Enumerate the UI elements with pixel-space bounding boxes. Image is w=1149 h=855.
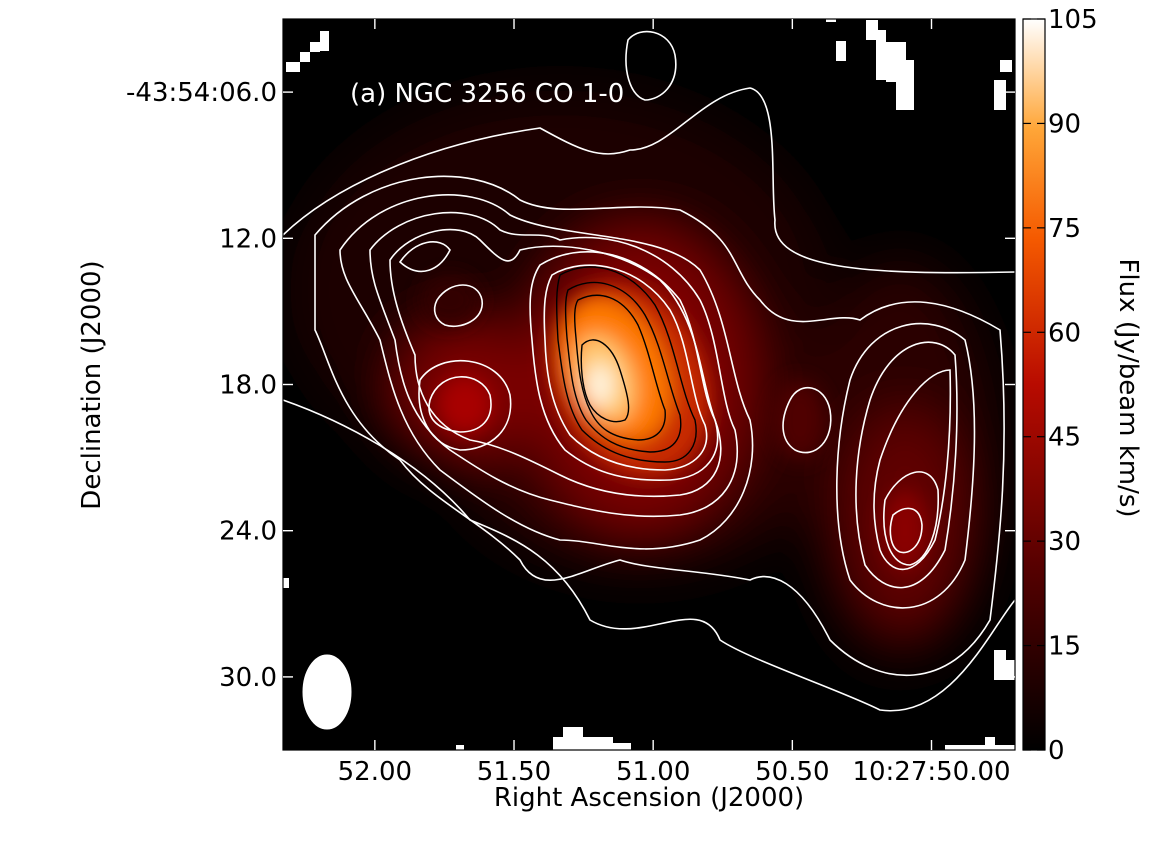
x-tick-label-1: 51.50 [477, 757, 551, 787]
y-tick-label-4: 30.0 [219, 663, 277, 693]
x-axis-ticks: 52.00 51.50 51.00 50.50 10:27:50.00 [338, 19, 1011, 787]
y-tick-label-1: 12.0 [219, 224, 277, 254]
colorbar: 0 15 30 45 60 75 90 105 Flux (Jy/beam km/s) [1022, 5, 1143, 766]
colorbar-ramp [1022, 18, 1046, 751]
colorbar-tick-label-3: 45 [1048, 423, 1081, 453]
colorbar-tick-label-7: 105 [1048, 5, 1098, 35]
colorbar-ticks: 0 15 30 45 60 75 90 105 [1023, 5, 1098, 766]
y-tick-label-0: -43:54:06.0 [126, 78, 277, 108]
blanked-pixels [283, 19, 1015, 750]
x-tick-label-2: 51.00 [616, 757, 690, 787]
x-axis-title: Right Ascension (J2000) [494, 783, 804, 813]
colorbar-tick-label-4: 60 [1048, 318, 1081, 348]
colorbar-title: Flux (Jy/beam km/s) [1113, 258, 1143, 517]
x-tick-label-4: 10:27:50.00 [852, 757, 1010, 787]
plot-area: (a) NGC 3256 CO 1-0 [283, 19, 1015, 750]
colorbar-tick-label-2: 30 [1048, 527, 1081, 557]
y-tick-label-3: 24.0 [219, 517, 277, 547]
beam-ellipse [301, 653, 353, 731]
colorbar-tick-label-5: 75 [1048, 214, 1081, 244]
colorbar-tick-label-1: 15 [1048, 632, 1081, 662]
emission-core [420, 274, 927, 570]
white-contours [283, 30, 1015, 712]
black-contours [555, 266, 697, 463]
colorbar-tick-label-0: 0 [1048, 736, 1065, 766]
panel-annotation: (a) NGC 3256 CO 1-0 [350, 79, 624, 109]
y-tick-label-2: 18.0 [219, 371, 277, 401]
x-tick-label-0: 52.00 [338, 757, 412, 787]
colorbar-tick-label-6: 90 [1048, 109, 1081, 139]
x-tick-label-3: 50.50 [755, 757, 829, 787]
y-axis-title: Declination (J2000) [77, 260, 107, 509]
y-axis-ticks: -43:54:06.0 12.0 18.0 24.0 30.0 [126, 78, 1015, 693]
